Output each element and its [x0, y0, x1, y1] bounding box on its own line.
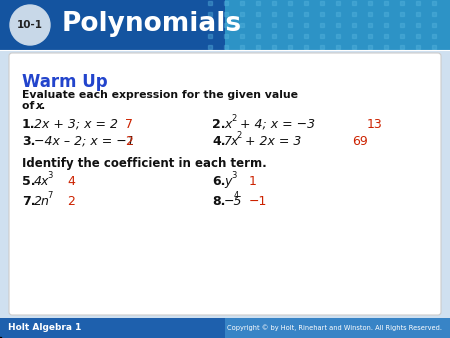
Text: 2: 2 — [125, 135, 133, 148]
Text: 3: 3 — [231, 171, 236, 180]
Text: Evaluate each expression for the given value: Evaluate each expression for the given v… — [22, 90, 298, 100]
Text: 7x: 7x — [224, 135, 239, 148]
Text: Holt Algebra 1: Holt Algebra 1 — [8, 323, 81, 333]
Text: 2n: 2n — [34, 195, 50, 208]
Text: 4: 4 — [67, 175, 75, 188]
Text: 69: 69 — [352, 135, 368, 148]
FancyBboxPatch shape — [9, 53, 441, 315]
Text: 13: 13 — [367, 118, 383, 131]
Text: + 2x = 3: + 2x = 3 — [241, 135, 302, 148]
Text: 2x + 3; x = 2: 2x + 3; x = 2 — [34, 118, 118, 131]
Text: + 4; x = −3: + 4; x = −3 — [236, 118, 315, 131]
Text: 5.: 5. — [22, 175, 36, 188]
Text: Copyright © by Holt, Rinehart and Winston. All Rights Reserved.: Copyright © by Holt, Rinehart and Winsto… — [227, 325, 442, 331]
Text: −1: −1 — [249, 195, 267, 208]
Text: 4x: 4x — [34, 175, 50, 188]
Text: Polynomials: Polynomials — [62, 11, 242, 37]
Text: −5: −5 — [224, 195, 243, 208]
Text: 7: 7 — [125, 118, 133, 131]
Text: .: . — [41, 101, 45, 111]
Text: 4: 4 — [234, 191, 239, 200]
Text: x: x — [224, 118, 231, 131]
Text: 2: 2 — [236, 131, 241, 140]
Text: Identify the coefficient in each term.: Identify the coefficient in each term. — [22, 157, 267, 170]
Text: 2: 2 — [231, 114, 236, 123]
Text: 7: 7 — [47, 191, 52, 200]
Text: of: of — [22, 101, 38, 111]
Text: 3.: 3. — [22, 135, 36, 148]
Text: x: x — [35, 101, 42, 111]
Text: −4x – 2; x = −1: −4x – 2; x = −1 — [34, 135, 135, 148]
Text: 2.: 2. — [212, 118, 225, 131]
Text: 6.: 6. — [212, 175, 225, 188]
Text: 2: 2 — [67, 195, 75, 208]
Text: 1: 1 — [249, 175, 257, 188]
Circle shape — [10, 5, 50, 45]
Text: 3: 3 — [47, 171, 52, 180]
Text: 4.: 4. — [212, 135, 225, 148]
Text: y: y — [224, 175, 231, 188]
Text: 8.: 8. — [212, 195, 225, 208]
Text: 7.: 7. — [22, 195, 36, 208]
Text: 10-1: 10-1 — [17, 20, 43, 30]
Text: 1.: 1. — [22, 118, 36, 131]
Text: Warm Up: Warm Up — [22, 73, 108, 91]
